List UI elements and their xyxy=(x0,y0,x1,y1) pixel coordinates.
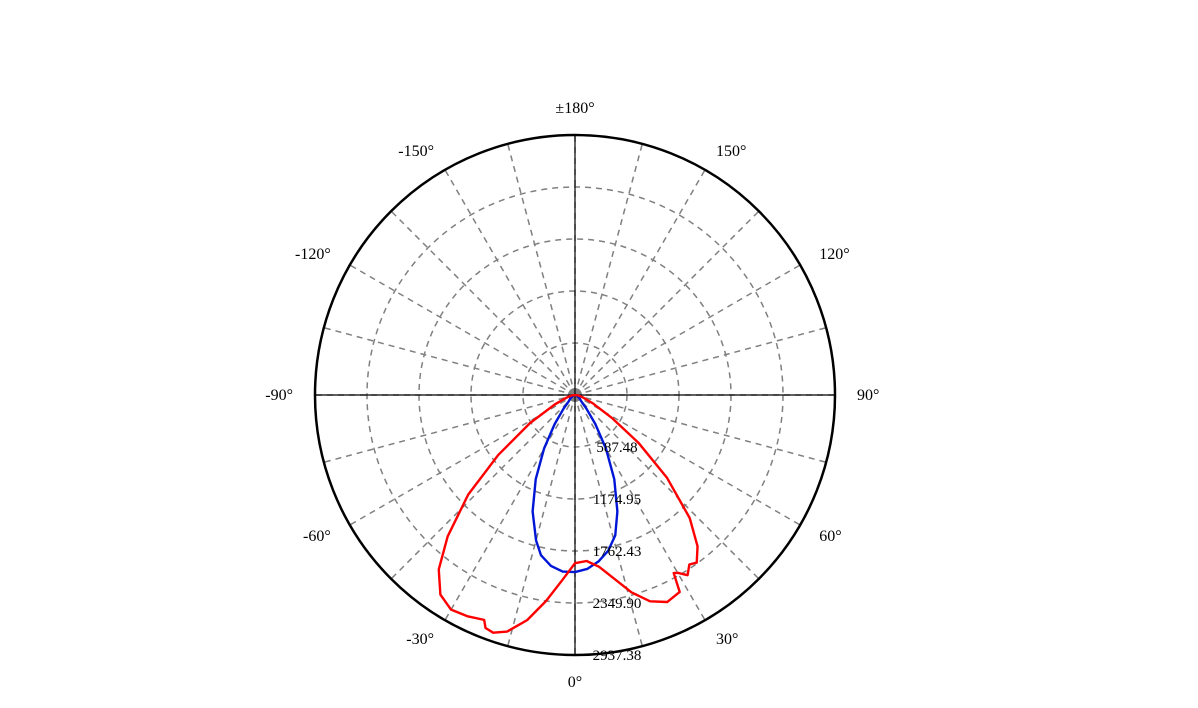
grid-spoke xyxy=(324,328,575,395)
ring-labels: 587.48 1174.95 1762.43 2349.90 2937.38 xyxy=(593,440,642,664)
angle-label: -120° xyxy=(295,246,331,263)
angle-label: ±180° xyxy=(555,100,594,117)
grid-spoke xyxy=(445,395,575,620)
angle-label: -60° xyxy=(303,528,331,545)
grid-spoke xyxy=(508,395,575,646)
ring-label: 1762.43 xyxy=(593,544,642,560)
angle-label: -150° xyxy=(398,143,434,160)
ring-label: 1174.95 xyxy=(593,492,641,508)
angle-label: 30° xyxy=(716,631,738,648)
grid-spoke xyxy=(391,395,575,579)
ring-label: 587.48 xyxy=(596,440,637,456)
grid-spoke xyxy=(575,328,826,395)
ring-label: 2937.38 xyxy=(593,648,642,664)
grid-spoke xyxy=(508,144,575,395)
grid-spoke xyxy=(575,211,759,395)
grid-spoke xyxy=(391,211,575,395)
polar-chart: 587.48 1174.95 1762.43 2349.90 2937.38 ±180° 1… xyxy=(0,0,1198,708)
angle-label: 60° xyxy=(819,528,841,545)
ring-label: 2349.90 xyxy=(593,596,642,612)
grid-spoke xyxy=(575,265,800,395)
angle-label: 150° xyxy=(716,143,746,160)
grid-spoke xyxy=(324,395,575,462)
grid-spoke xyxy=(575,170,705,395)
angle-label: -30° xyxy=(406,631,434,648)
angle-label: 90° xyxy=(857,387,879,404)
angle-label: 120° xyxy=(819,246,849,263)
grid-spoke xyxy=(445,170,575,395)
grid-spoke xyxy=(350,265,575,395)
angle-label: 0° xyxy=(568,674,582,691)
grid-spoke xyxy=(575,144,642,395)
angle-label: -90° xyxy=(265,387,293,404)
